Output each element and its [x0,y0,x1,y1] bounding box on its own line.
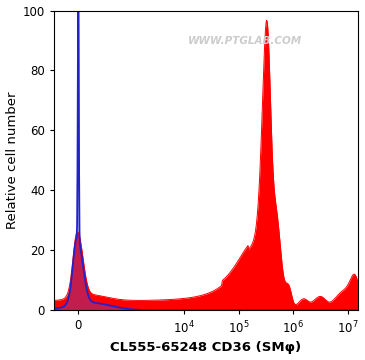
Text: WWW.PTGLAB.COM: WWW.PTGLAB.COM [188,36,303,45]
Y-axis label: Relative cell number: Relative cell number [5,92,19,229]
X-axis label: CL555-65248 CD36 (SMφ): CL555-65248 CD36 (SMφ) [110,341,301,355]
